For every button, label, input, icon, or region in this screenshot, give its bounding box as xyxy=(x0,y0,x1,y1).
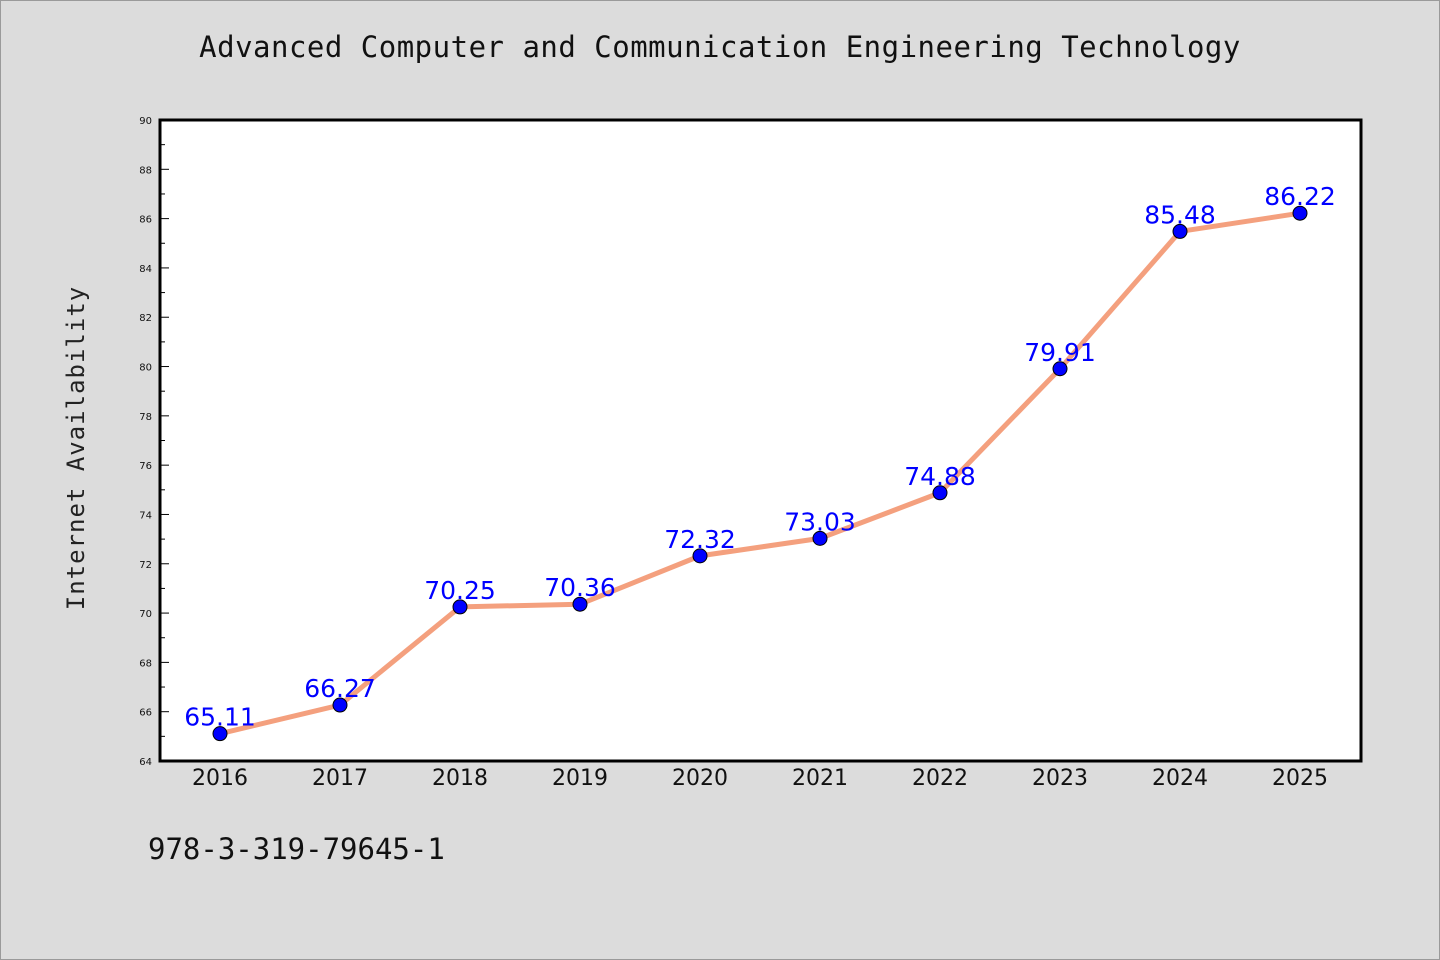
data-labels: 65.11 66.27 70.25 70.36 72.32 73.03 74.88 79.91… xyxy=(184,182,1336,731)
data-point-marker xyxy=(812,530,828,546)
data-point-label: 70.36 xyxy=(544,573,616,602)
y-tick-label: 84 xyxy=(139,264,152,275)
data-point-marker xyxy=(572,596,588,612)
y-tick-label: 64 xyxy=(139,757,152,768)
y-tick-label: 90 xyxy=(139,116,152,127)
y-tick-label: 74 xyxy=(139,510,152,521)
data-point-marker xyxy=(332,697,348,713)
x-tick-label: 2024 xyxy=(1152,766,1208,791)
y-tick-label: 80 xyxy=(139,363,152,374)
x-tick-label: 2025 xyxy=(1272,766,1328,791)
x-tick-label: 2020 xyxy=(672,766,728,791)
data-point-label: 73.03 xyxy=(784,507,856,536)
y-axis-ticks: 64 66 68 70 72 74 76 78 80 82 84 86 88 90 xyxy=(139,116,169,768)
data-point-marker xyxy=(1292,205,1308,221)
chart-title: Advanced Computer and Communication Engi… xyxy=(199,30,1241,64)
data-point-label: 85.48 xyxy=(1144,200,1216,229)
y-tick-label: 68 xyxy=(139,658,152,669)
data-point-marker xyxy=(212,726,228,742)
data-point-label: 72.32 xyxy=(664,525,736,554)
data-point-label: 79.91 xyxy=(1024,338,1096,367)
x-tick-label: 2021 xyxy=(792,766,848,791)
data-markers xyxy=(212,205,1308,742)
data-point-label: 70.25 xyxy=(424,576,496,605)
x-tick-label: 2023 xyxy=(1032,766,1088,791)
data-point-marker xyxy=(692,548,708,564)
x-tick-label: 2016 xyxy=(192,766,248,791)
data-point-label: 65.11 xyxy=(184,703,256,732)
series-line xyxy=(219,210,1301,737)
plot-area xyxy=(158,118,1363,763)
y-tick-label: 88 xyxy=(139,165,152,176)
y-axis-title: Internet Availability xyxy=(62,286,90,610)
data-point-label: 66.27 xyxy=(304,674,376,703)
data-point-marker xyxy=(452,599,468,615)
y-tick-label: 70 xyxy=(139,609,152,620)
data-point-marker xyxy=(932,485,948,501)
y-tick-label: 82 xyxy=(139,313,152,324)
x-tick-label: 2022 xyxy=(912,766,968,791)
x-tick-label: 2019 xyxy=(552,766,608,791)
y-tick-label: 72 xyxy=(139,560,152,571)
y-tick-label: 66 xyxy=(139,708,152,719)
x-tick-label: 2018 xyxy=(432,766,488,791)
x-tick-label: 2017 xyxy=(312,766,368,791)
footer-identifier: 978-3-319-79645-1 xyxy=(148,832,445,866)
y-tick-label: 86 xyxy=(139,215,152,226)
x-axis-ticks: 2016 2017 2018 2019 2020 2021 2022 2023 2024 2025 xyxy=(192,766,1328,791)
data-point-label: 86.22 xyxy=(1264,182,1336,211)
y-tick-label: 76 xyxy=(139,461,152,472)
data-point-marker xyxy=(1052,361,1068,377)
y-tick-label: 78 xyxy=(139,412,152,423)
data-point-marker xyxy=(1172,223,1188,239)
data-point-label: 74.88 xyxy=(904,462,976,491)
